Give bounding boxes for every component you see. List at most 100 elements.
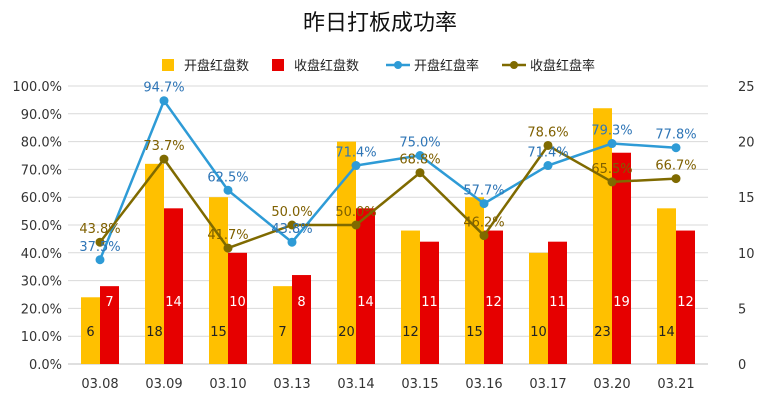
line-value-label: 37.5% bbox=[79, 240, 120, 255]
y-right-tick-label: 0 bbox=[738, 358, 746, 373]
chart-title: 昨日打板成功率 bbox=[303, 11, 457, 36]
bar-value-label: 12 bbox=[402, 325, 419, 340]
y-left-tick-label: 80.0% bbox=[21, 136, 62, 151]
bar bbox=[612, 152, 631, 364]
x-tick-label: 03.20 bbox=[593, 377, 630, 392]
x-tick-label: 03.15 bbox=[401, 377, 438, 392]
legend-label: 开盘红盘率 bbox=[414, 58, 479, 74]
line-value-label: 50.0% bbox=[335, 205, 376, 220]
axes: 0.0% 10.0% 20.0% 30.0% 40.0% 50.0% 60.0% 70.0% 8… bbox=[12, 80, 754, 392]
lines bbox=[95, 96, 681, 265]
series-point bbox=[95, 237, 105, 247]
line-value-label: 68.8% bbox=[399, 153, 440, 168]
bar bbox=[548, 241, 567, 364]
y-right-tick-label: 5 bbox=[738, 302, 746, 317]
line-value-label: 71.4% bbox=[527, 146, 568, 161]
y-right-tick-label: 20 bbox=[738, 136, 755, 151]
y-left-tick-label: 90.0% bbox=[21, 108, 62, 123]
y-right-tick-label: 15 bbox=[738, 191, 755, 206]
series-point bbox=[543, 161, 553, 171]
y-right-tick-label: 10 bbox=[738, 247, 755, 262]
series-line bbox=[98, 98, 677, 261]
bar-value-label: 18 bbox=[146, 325, 163, 340]
series-point bbox=[223, 243, 233, 253]
line-value-label: 65.5% bbox=[591, 162, 632, 177]
bar bbox=[401, 230, 420, 364]
series-point bbox=[351, 161, 361, 171]
legend-swatch bbox=[272, 59, 284, 71]
bar-value-label: 6 bbox=[86, 325, 94, 340]
y-left-tick-label: 30.0% bbox=[21, 275, 62, 290]
bar bbox=[81, 297, 100, 364]
bar-value-label: 14 bbox=[357, 295, 374, 310]
bar-value-label: 12 bbox=[677, 295, 694, 310]
bar bbox=[337, 141, 356, 364]
bar-value-label: 7 bbox=[278, 325, 286, 340]
series-point bbox=[479, 231, 489, 241]
series-point bbox=[671, 174, 681, 184]
y-left-tick-label: 100.0% bbox=[12, 80, 62, 95]
series-point bbox=[287, 220, 297, 230]
y-left-tick-label: 40.0% bbox=[21, 247, 62, 262]
bar-value-label: 11 bbox=[421, 295, 438, 310]
y-left-tick-label: 50.0% bbox=[21, 219, 62, 234]
bar bbox=[529, 252, 548, 364]
bar bbox=[593, 108, 612, 365]
x-tick-label: 03.14 bbox=[337, 377, 374, 392]
bar-value-label: 19 bbox=[613, 295, 630, 310]
line-value-label: 50.0% bbox=[271, 205, 312, 220]
legend-marker bbox=[510, 61, 518, 69]
y-left-tick-label: 10.0% bbox=[21, 330, 62, 345]
line-value-label: 78.6% bbox=[527, 125, 568, 140]
x-tick-label: 03.21 bbox=[657, 377, 694, 392]
x-tick-label: 03.13 bbox=[273, 377, 310, 392]
line-value-label: 79.3% bbox=[591, 124, 632, 139]
series-point bbox=[671, 143, 681, 153]
y-right-tick-label: 25 bbox=[738, 80, 755, 95]
line-value-label: 41.7% bbox=[207, 228, 248, 243]
line-value-label: 73.7% bbox=[143, 139, 184, 154]
line-value-label: 75.0% bbox=[399, 136, 440, 151]
line-value-label: 71.4% bbox=[335, 146, 376, 161]
series-point bbox=[415, 151, 425, 160]
series-point bbox=[479, 199, 489, 209]
bar bbox=[100, 286, 119, 364]
bar-value-label: 8 bbox=[297, 295, 305, 310]
legend-marker bbox=[394, 61, 402, 69]
line-value-label: 77.8% bbox=[655, 128, 696, 143]
line-value-label: 57.7% bbox=[463, 184, 504, 199]
legend-swatch bbox=[162, 59, 174, 71]
bar bbox=[657, 208, 676, 364]
x-tick-label: 03.09 bbox=[145, 377, 182, 392]
x-tick-label: 03.17 bbox=[529, 377, 566, 392]
bar-value-label: 14 bbox=[658, 325, 675, 340]
series-point bbox=[287, 237, 297, 247]
series-point bbox=[351, 220, 361, 230]
line-value-label: 43.8% bbox=[271, 222, 312, 237]
bar bbox=[292, 275, 311, 364]
y-left-tick-label: 20.0% bbox=[21, 302, 62, 317]
line-value-label: 62.5% bbox=[207, 170, 248, 185]
legend: 开盘红盘数 收盘红盘数 开盘红盘率 收盘红盘率 bbox=[162, 58, 595, 74]
series-point bbox=[607, 139, 617, 149]
bar bbox=[145, 163, 164, 364]
series-point bbox=[543, 140, 553, 150]
bar-value-label: 10 bbox=[530, 325, 547, 340]
bar bbox=[484, 230, 503, 364]
line-value-label: 94.7% bbox=[143, 81, 184, 96]
legend-label: 开盘红盘数 bbox=[184, 58, 249, 74]
bar-value-label: 14 bbox=[165, 295, 182, 310]
bar bbox=[273, 286, 292, 364]
bar bbox=[209, 197, 228, 364]
bar bbox=[164, 208, 183, 364]
bar-value-label: 20 bbox=[338, 325, 355, 340]
bar bbox=[228, 252, 247, 364]
series-point bbox=[223, 185, 233, 195]
line-value-label: 43.8% bbox=[79, 222, 120, 237]
bar bbox=[676, 230, 695, 364]
legend-label: 收盘红盘数 bbox=[294, 58, 359, 74]
y-left-tick-label: 0.0% bbox=[29, 358, 62, 373]
